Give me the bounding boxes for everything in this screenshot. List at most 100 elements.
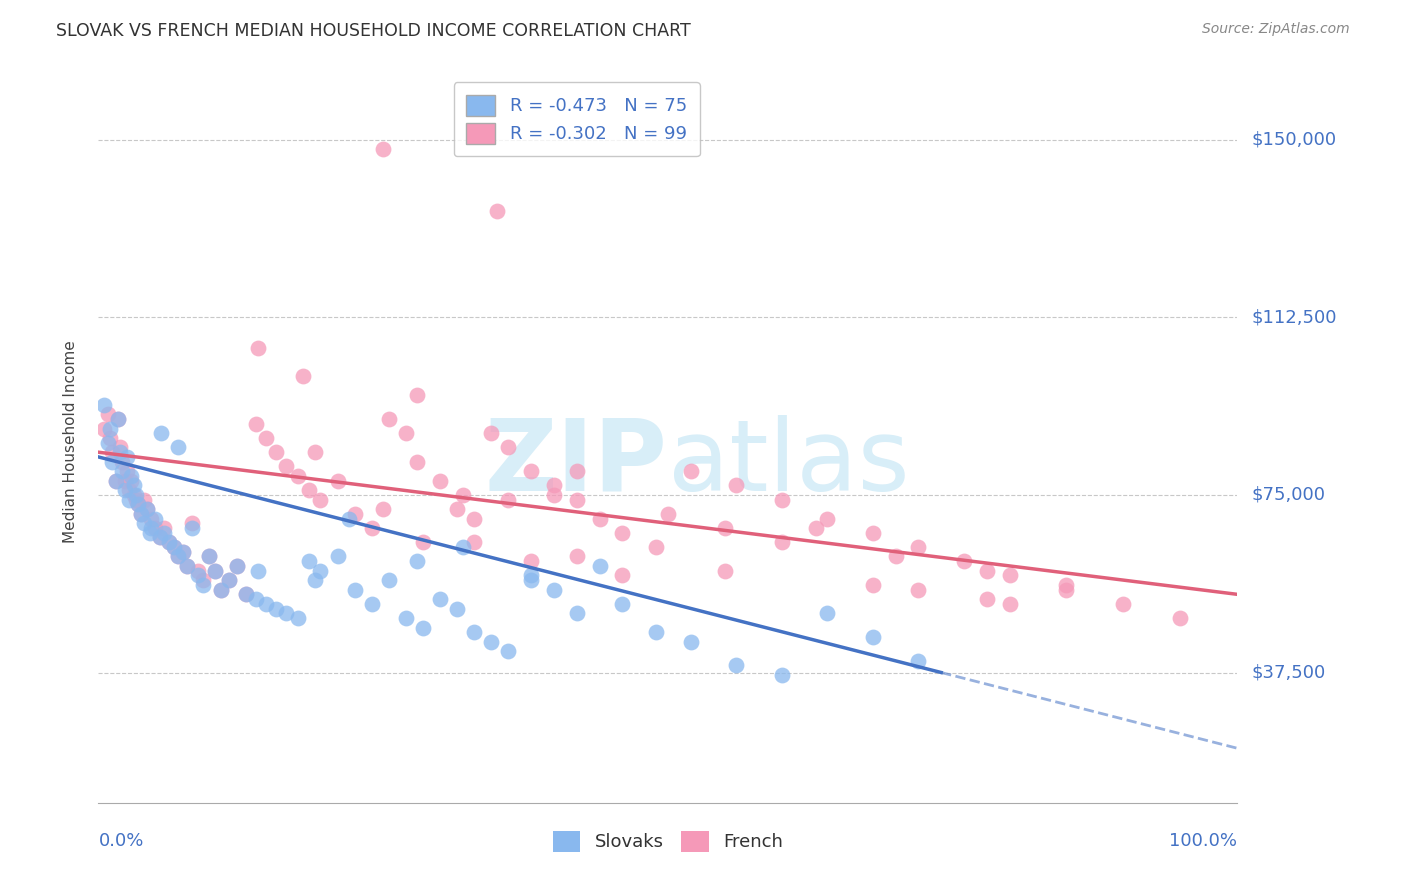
Point — [429, 474, 451, 488]
Y-axis label: Median Household Income: Median Household Income — [63, 340, 77, 543]
Point — [96, 435, 118, 450]
Point — [276, 459, 298, 474]
Point — [395, 611, 418, 625]
Point — [107, 412, 129, 426]
Point — [486, 203, 509, 218]
Point — [125, 492, 148, 507]
Point — [180, 516, 202, 531]
Point — [149, 531, 172, 545]
Text: $150,000: $150,000 — [1251, 130, 1336, 148]
Point — [129, 507, 152, 521]
Point — [186, 568, 208, 582]
Point — [884, 549, 907, 564]
Point — [120, 474, 142, 488]
Point — [976, 564, 998, 578]
Text: Source: ZipAtlas.com: Source: ZipAtlas.com — [1202, 22, 1350, 37]
Point — [209, 582, 232, 597]
Point — [725, 478, 748, 492]
Point — [136, 502, 159, 516]
Point — [93, 421, 115, 435]
Point — [264, 445, 287, 459]
Point — [976, 592, 998, 607]
Point — [292, 369, 315, 384]
Point — [326, 474, 349, 488]
Point — [520, 554, 543, 568]
Point — [479, 634, 502, 648]
Point — [565, 549, 588, 564]
Point — [245, 417, 267, 431]
Point — [246, 341, 269, 355]
Point — [862, 578, 884, 592]
Point — [588, 511, 610, 525]
Point — [412, 620, 434, 634]
Point — [235, 587, 257, 601]
Point — [446, 502, 468, 516]
Point — [138, 525, 160, 540]
Point — [115, 450, 138, 464]
Point — [406, 455, 429, 469]
Point — [118, 492, 141, 507]
Point — [145, 521, 167, 535]
Point — [139, 521, 162, 535]
Point — [304, 445, 326, 459]
Point — [157, 535, 180, 549]
Point — [498, 644, 520, 658]
Point — [176, 558, 198, 573]
Point — [132, 492, 155, 507]
Point — [245, 592, 267, 607]
Point — [153, 521, 176, 535]
Point — [218, 573, 240, 587]
Point — [157, 535, 180, 549]
Point — [120, 469, 142, 483]
Point — [429, 592, 451, 607]
Point — [378, 573, 401, 587]
Point — [371, 502, 394, 516]
Point — [998, 568, 1021, 582]
Point — [167, 549, 190, 564]
Point — [287, 469, 309, 483]
Point — [115, 464, 138, 478]
Point — [657, 507, 679, 521]
Point — [378, 412, 401, 426]
Point — [204, 564, 226, 578]
Point — [645, 625, 668, 640]
Point — [337, 511, 360, 525]
Point — [186, 564, 208, 578]
Point — [612, 525, 634, 540]
Point — [1112, 597, 1135, 611]
Point — [172, 544, 194, 558]
Point — [326, 549, 349, 564]
Point — [122, 478, 145, 492]
Point — [406, 388, 429, 402]
Point — [463, 625, 485, 640]
Point — [150, 426, 173, 441]
Point — [815, 607, 838, 621]
Point — [520, 573, 543, 587]
Point — [209, 582, 232, 597]
Point — [714, 521, 737, 535]
Point — [226, 558, 249, 573]
Point — [162, 540, 184, 554]
Point — [804, 521, 827, 535]
Point — [127, 497, 149, 511]
Point — [298, 483, 321, 497]
Point — [122, 488, 145, 502]
Point — [136, 502, 159, 516]
Point — [98, 421, 121, 435]
Point — [162, 540, 184, 554]
Point — [114, 483, 136, 497]
Point — [343, 507, 366, 521]
Point — [998, 597, 1021, 611]
Text: atlas: atlas — [668, 415, 910, 512]
Point — [125, 488, 148, 502]
Point — [111, 464, 134, 478]
Point — [304, 573, 326, 587]
Point — [953, 554, 976, 568]
Point — [907, 582, 929, 597]
Legend: Slovaks, French: Slovaks, French — [546, 823, 790, 859]
Point — [479, 426, 502, 441]
Point — [132, 516, 155, 531]
Point — [543, 478, 565, 492]
Point — [204, 564, 226, 578]
Point — [520, 464, 543, 478]
